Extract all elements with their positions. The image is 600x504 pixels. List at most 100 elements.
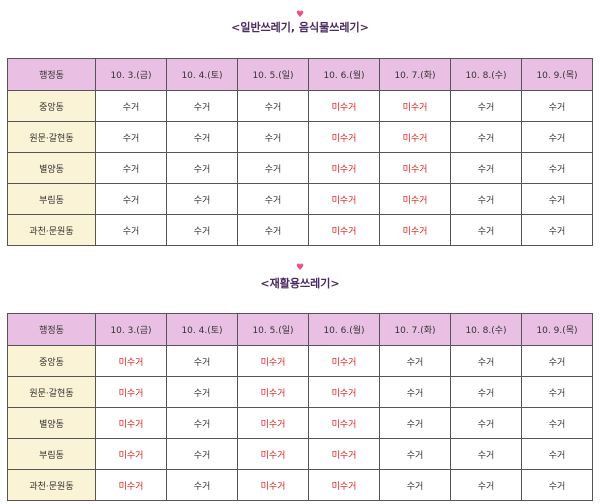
collection-status-cell: 수거 <box>450 376 522 408</box>
collection-status-cell: 수거 <box>379 469 451 501</box>
table-row: 부림동 미수거 수거 미수거 미수거 수거 수거 수거 <box>7 438 593 470</box>
dong-name-cell: 부림동 <box>7 183 96 215</box>
column-header-date: 10. 5.(일) <box>237 58 309 91</box>
collection-status-cell: 수거 <box>95 121 167 153</box>
collection-status-cell: 수거 <box>450 469 522 501</box>
schedule-table-general-food: 행정동 10. 3.(금) 10. 4.(토) 10. 5.(일) 10. 6.(월) 1… <box>7 58 593 246</box>
collection-status-cell: 미수거 <box>379 90 451 122</box>
collection-status-cell: 미수거 <box>95 376 167 408</box>
column-header-date: 10. 8.(수) <box>450 58 522 91</box>
column-header-dong: 행정동 <box>7 58 96 91</box>
collection-status-cell: 미수거 <box>379 121 451 153</box>
collection-status-cell: 수거 <box>95 90 167 122</box>
dong-name-cell: 원문·갈현동 <box>7 376 96 408</box>
collection-status-cell: 수거 <box>521 376 593 408</box>
collection-status-cell: 미수거 <box>308 345 380 377</box>
collection-status-cell: 수거 <box>521 121 593 153</box>
collection-status-cell: 수거 <box>379 407 451 439</box>
collection-status-cell: 미수거 <box>308 407 380 439</box>
collection-status-cell: 수거 <box>450 152 522 184</box>
dong-name-cell: 중앙동 <box>7 90 96 122</box>
collection-status-cell: 미수거 <box>308 121 380 153</box>
table-row: 별양동 수거 수거 수거 미수거 미수거 수거 수거 <box>7 152 593 184</box>
collection-status-cell: 미수거 <box>237 345 309 377</box>
column-header-date: 10. 9.(목) <box>521 313 593 346</box>
table-row: 원문·갈현동 미수거 수거 미수거 미수거 수거 수거 수거 <box>7 376 593 408</box>
column-header-date: 10. 6.(월) <box>308 58 380 91</box>
collection-status-cell: 미수거 <box>237 407 309 439</box>
collection-status-cell: 수거 <box>521 438 593 470</box>
collection-status-cell: 미수거 <box>379 152 451 184</box>
column-header-dong: 행정동 <box>7 313 96 346</box>
collection-status-cell: 수거 <box>450 345 522 377</box>
column-header-date: 10. 7.(화) <box>379 58 451 91</box>
dong-name-cell: 원문·갈현동 <box>7 121 96 153</box>
collection-status-cell: 미수거 <box>237 376 309 408</box>
collection-status-cell: 수거 <box>521 214 593 246</box>
collection-status-cell: 수거 <box>95 183 167 215</box>
collection-status-cell: 수거 <box>521 183 593 215</box>
heart-icon: ♥ <box>295 263 305 273</box>
table-row: 중앙동 미수거 수거 미수거 미수거 수거 수거 수거 <box>7 345 593 377</box>
section-title-general-food: <일반쓰레기, 음식물쓰레기> <box>231 21 369 34</box>
table-row: 과천·문원동 수거 수거 수거 미수거 미수거 수거 수거 <box>7 214 593 246</box>
collection-status-cell: 수거 <box>237 121 309 153</box>
collection-status-cell: 수거 <box>95 214 167 246</box>
collection-status-cell: 미수거 <box>95 469 167 501</box>
table-row: 중앙동 수거 수거 수거 미수거 미수거 수거 수거 <box>7 90 593 122</box>
collection-status-cell: 수거 <box>450 183 522 215</box>
collection-status-cell: 미수거 <box>95 345 167 377</box>
collection-status-cell: 수거 <box>166 90 238 122</box>
collection-status-cell: 미수거 <box>237 469 309 501</box>
collection-status-cell: 미수거 <box>95 438 167 470</box>
collection-status-cell: 수거 <box>166 376 238 408</box>
collection-status-cell: 수거 <box>379 438 451 470</box>
collection-status-cell: 미수거 <box>308 469 380 501</box>
collection-status-cell: 미수거 <box>308 90 380 122</box>
collection-status-cell: 수거 <box>521 407 593 439</box>
collection-status-cell: 미수거 <box>379 214 451 246</box>
collection-status-cell: 수거 <box>379 345 451 377</box>
dong-name-cell: 부림동 <box>7 438 96 470</box>
collection-status-cell: 미수거 <box>308 376 380 408</box>
section-title-recycling: <재활용쓰레기> <box>260 277 340 290</box>
collection-status-cell: 수거 <box>450 121 522 153</box>
collection-status-cell: 미수거 <box>308 214 380 246</box>
column-header-date: 10. 3.(금) <box>95 313 167 346</box>
collection-status-cell: 수거 <box>450 438 522 470</box>
table-row: 부림동 수거 수거 수거 미수거 미수거 수거 수거 <box>7 183 593 215</box>
collection-status-cell: 수거 <box>237 183 309 215</box>
dong-name-cell: 중앙동 <box>7 345 96 377</box>
collection-status-cell: 수거 <box>450 407 522 439</box>
collection-status-cell: 수거 <box>166 345 238 377</box>
collection-status-cell: 미수거 <box>95 407 167 439</box>
collection-status-cell: 미수거 <box>308 438 380 470</box>
heart-icon: ♥ <box>295 10 305 20</box>
collection-status-cell: 수거 <box>450 90 522 122</box>
collection-status-cell: 수거 <box>166 469 238 501</box>
collection-status-cell: 수거 <box>237 152 309 184</box>
dong-name-cell: 과천·문원동 <box>7 214 96 246</box>
collection-status-cell: 수거 <box>237 90 309 122</box>
table-header-row: 행정동 10. 3.(금) 10. 4.(토) 10. 5.(일) 10. 6.(월) 1… <box>7 58 593 91</box>
table-header-row: 행정동 10. 3.(금) 10. 4.(토) 10. 5.(일) 10. 6.(월) 1… <box>7 313 593 346</box>
collection-status-cell: 미수거 <box>308 183 380 215</box>
collection-status-cell: 수거 <box>521 345 593 377</box>
collection-status-cell: 수거 <box>237 214 309 246</box>
collection-status-cell: 미수거 <box>237 438 309 470</box>
collection-status-cell: 수거 <box>166 152 238 184</box>
collection-status-cell: 수거 <box>166 183 238 215</box>
collection-status-cell: 수거 <box>166 407 238 439</box>
collection-status-cell: 수거 <box>379 376 451 408</box>
collection-status-cell: 수거 <box>166 121 238 153</box>
collection-status-cell: 수거 <box>95 152 167 184</box>
column-header-date: 10. 8.(수) <box>450 313 522 346</box>
collection-status-cell: 수거 <box>166 438 238 470</box>
dong-name-cell: 과천·문원동 <box>7 469 96 501</box>
collection-status-cell: 수거 <box>450 214 522 246</box>
column-header-date: 10. 4.(토) <box>166 58 238 91</box>
collection-status-cell: 미수거 <box>379 183 451 215</box>
table-row: 별양동 미수거 수거 미수거 미수거 수거 수거 수거 <box>7 407 593 439</box>
collection-status-cell: 수거 <box>521 469 593 501</box>
collection-status-cell: 수거 <box>521 90 593 122</box>
